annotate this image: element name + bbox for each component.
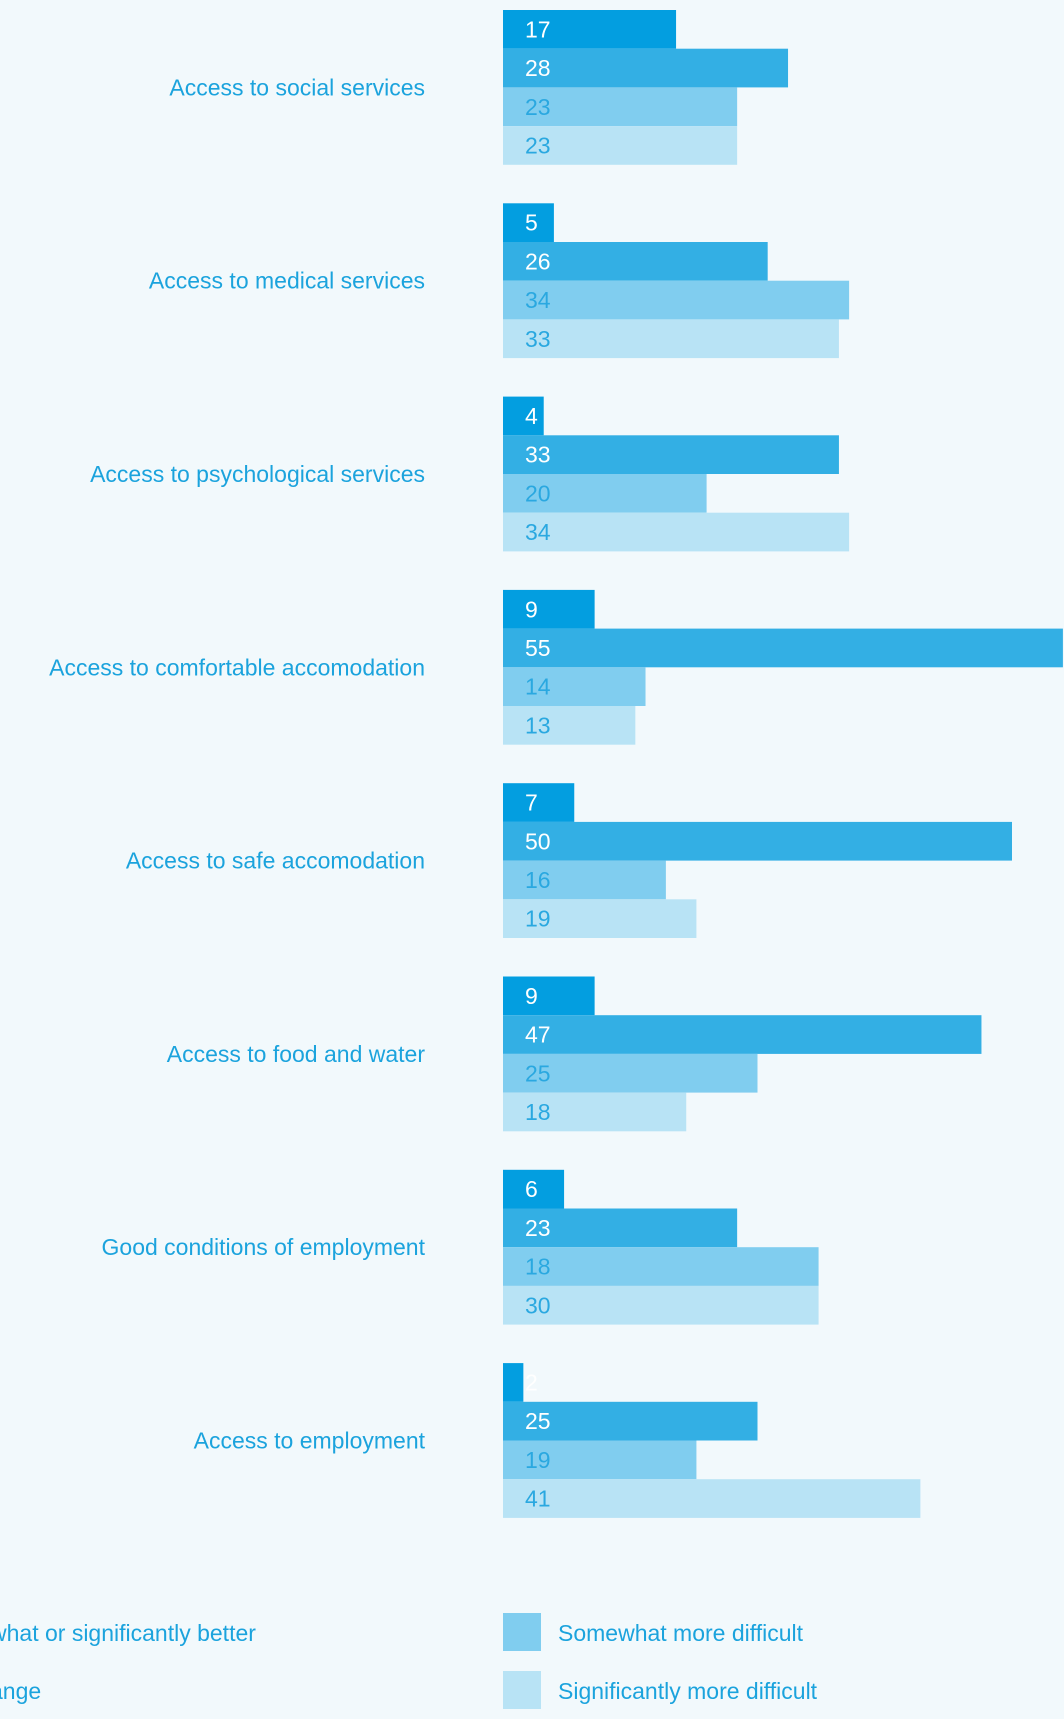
bar-value-label: 14 xyxy=(525,674,551,700)
bar-value-label: 4 xyxy=(525,403,538,429)
bar xyxy=(503,10,677,49)
bar-value-label: 23 xyxy=(525,1215,551,1241)
bar-value-label: 16 xyxy=(525,867,551,893)
bar xyxy=(503,1401,758,1441)
bar-value-label: 28 xyxy=(525,55,551,81)
bar-value-label: 25 xyxy=(525,1408,551,1434)
category-label: Good conditions of employment xyxy=(102,1234,426,1260)
legend-swatch xyxy=(503,1613,541,1651)
bar xyxy=(503,783,575,822)
bar-value-label: 33 xyxy=(525,326,551,352)
bar xyxy=(503,706,636,745)
bar-value-label: 2 xyxy=(525,1369,538,1395)
bar-value-label: 34 xyxy=(525,519,551,545)
bar xyxy=(503,474,707,513)
bar-value-label: 6 xyxy=(525,1176,538,1202)
bar-value-label: 30 xyxy=(525,1292,551,1318)
legend-label: what or significantly better xyxy=(0,1620,256,1646)
bar xyxy=(503,1247,819,1286)
bar xyxy=(503,976,595,1016)
legend-label: Somewhat more difficult xyxy=(558,1620,804,1646)
bar-value-label: 41 xyxy=(525,1486,551,1512)
bar xyxy=(503,87,738,127)
bar xyxy=(503,319,839,359)
bar xyxy=(503,48,789,88)
legend-swatch xyxy=(503,1671,541,1709)
bar xyxy=(503,1479,921,1518)
bar xyxy=(503,1440,697,1480)
bar xyxy=(503,1363,524,1402)
bar xyxy=(503,242,768,281)
bar-value-label: 23 xyxy=(525,132,551,158)
bar-value-label: 19 xyxy=(525,906,551,932)
bar xyxy=(503,1208,738,1248)
legend-label: Significantly more difficult xyxy=(558,1678,818,1704)
bar xyxy=(503,280,850,320)
bar xyxy=(503,899,697,938)
bar xyxy=(503,512,850,552)
bar-value-label: 50 xyxy=(525,828,551,854)
bar-value-label: 18 xyxy=(525,1099,551,1125)
bar-value-label: 20 xyxy=(525,480,551,506)
bar xyxy=(503,435,839,474)
bar xyxy=(503,396,544,436)
bar-value-label: 9 xyxy=(525,596,538,622)
bar xyxy=(503,860,666,900)
bar-value-label: 7 xyxy=(525,790,538,816)
bar xyxy=(503,1015,982,1054)
bar-value-label: 5 xyxy=(525,210,538,236)
bar xyxy=(503,1285,819,1325)
bar xyxy=(503,589,595,629)
bar-value-label: 47 xyxy=(525,1022,551,1048)
bar xyxy=(503,1092,687,1132)
category-label: Access to medical services xyxy=(149,268,425,294)
category-label: Access to comfortable accomodation xyxy=(49,654,425,680)
bar-value-label: 17 xyxy=(525,16,551,42)
bar-value-label: 13 xyxy=(525,712,551,738)
bar-value-label: 18 xyxy=(525,1254,551,1280)
bar-value-label: 23 xyxy=(525,94,551,120)
bar-value-label: 26 xyxy=(525,248,551,274)
bar xyxy=(503,1053,758,1093)
bar xyxy=(503,821,1012,861)
bar-value-label: 9 xyxy=(525,983,538,1009)
category-label: Access to psychological services xyxy=(90,461,425,487)
bar xyxy=(503,628,1063,668)
bar-value-label: 25 xyxy=(525,1060,551,1086)
legend-label: ange xyxy=(0,1678,41,1704)
bar-value-label: 33 xyxy=(525,442,551,468)
bar-value-label: 55 xyxy=(525,635,551,661)
category-label: Access to safe accomodation xyxy=(126,848,425,874)
bar xyxy=(503,667,646,706)
bar xyxy=(503,1169,565,1209)
category-label: Access to employment xyxy=(194,1428,426,1454)
bar xyxy=(503,203,554,242)
category-label: Access to food and water xyxy=(167,1041,426,1067)
bar xyxy=(503,126,738,165)
bar-value-label: 34 xyxy=(525,287,551,313)
bar-value-label: 19 xyxy=(525,1447,551,1473)
category-label: Access to social services xyxy=(169,74,425,100)
